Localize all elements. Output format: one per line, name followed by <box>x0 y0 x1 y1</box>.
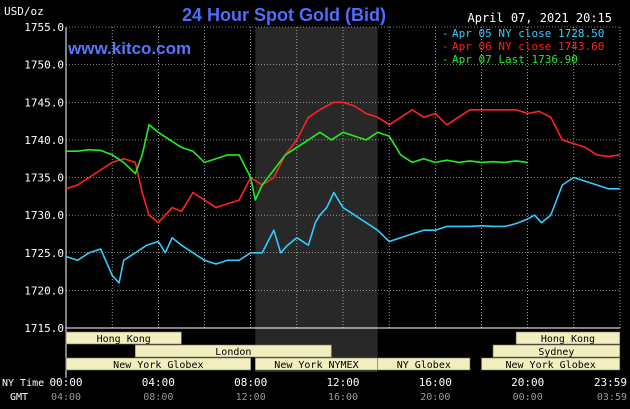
y-tick-label: 1725.0 <box>24 247 64 260</box>
x-axis-ticks: 00:00 04:00 08:00 12:00 16:00 20:00 23:59 04:00… <box>49 376 627 403</box>
session-bar <box>492 344 621 358</box>
x-tick-label-gmt: 08:00 <box>143 392 173 403</box>
y-tick-label: 1740.0 <box>24 134 64 147</box>
session-label: Sydney <box>538 347 574 358</box>
x-tick-label-ny: 12:00 <box>326 376 359 389</box>
x-tick-label-ny: 16:00 <box>419 376 452 389</box>
x-tick-label-gmt: 16:00 <box>328 392 358 403</box>
x-tick-label-ny: 04:00 <box>142 376 175 389</box>
series-line <box>65 101 620 224</box>
x-tick-label-gmt: 04:00 <box>51 392 81 403</box>
series-line <box>66 124 528 201</box>
session-label: Hong Kong <box>541 334 595 345</box>
y-tick-label: 1720.0 <box>24 284 64 297</box>
session-label: Hong Kong <box>97 334 151 345</box>
session-bar <box>65 331 182 345</box>
unit-label: USD/oz <box>4 5 44 18</box>
y-tick-label: 1750.0 <box>24 59 64 72</box>
legend-entry: Apr 05 NY close 1728.50 <box>452 27 604 40</box>
x-tick-label-gmt: 12:00 <box>236 392 266 403</box>
x-tick-label-gmt: 03:59 <box>597 392 627 403</box>
x-tick-label-gmt: 00:00 <box>513 392 543 403</box>
y-tick-label: 1730.0 <box>24 209 64 222</box>
x-tick-label-ny: 08:00 <box>234 376 267 389</box>
price-series <box>65 101 620 284</box>
session-bar <box>65 357 251 371</box>
legend-entry: Apr 07 Last 1736.90 <box>452 53 578 66</box>
session-label: NY Globex <box>397 360 451 371</box>
x-tick-label-ny: 23:59 <box>594 376 627 389</box>
legend-dash-icon: - <box>442 40 449 53</box>
y-axis-ticks: 1755.0 1750.0 1745.0 1740.0 1735.0 1730.0 1725… <box>24 21 64 335</box>
session-label: New York Globex <box>505 360 595 371</box>
site-label: www.kitco.com <box>67 39 191 58</box>
chart-title: 24 Hour Spot Gold (Bid) <box>182 5 386 25</box>
session-label: London <box>215 347 251 358</box>
session-label: New York NYMEX <box>274 360 358 371</box>
legend-entry: Apr 06 NY close 1743.60 <box>452 40 604 53</box>
ny-time-label: NY Time <box>2 378 44 389</box>
session-bar <box>481 357 621 371</box>
legend: Apr 05 NY close 1728.50 Apr 06 NY close … <box>442 27 604 66</box>
nymex-shaded-region <box>255 27 378 372</box>
session-bar <box>377 357 471 371</box>
legend-dash-icon: - <box>442 53 449 66</box>
series-line <box>65 176 620 284</box>
x-tick-label-ny: 20:00 <box>511 376 544 389</box>
x-tick-label-ny: 00:00 <box>49 376 82 389</box>
market-sessions: Hong Kong Hong Kong London Sydney New York G… <box>65 331 621 371</box>
gmt-label: GMT <box>10 392 28 403</box>
session-bar <box>515 331 621 345</box>
y-tick-label: 1755.0 <box>24 21 64 34</box>
legend-dash-icon: - <box>442 27 449 40</box>
session-label: New York Globex <box>113 360 203 371</box>
session-bar <box>134 344 332 358</box>
x-tick-label-gmt: 20:00 <box>420 392 450 403</box>
y-tick-label: 1715.0 <box>24 322 64 335</box>
y-tick-label: 1735.0 <box>24 172 64 185</box>
y-tick-label: 1745.0 <box>24 96 64 109</box>
date-label: April 07, 2021 20:15 <box>468 11 613 25</box>
